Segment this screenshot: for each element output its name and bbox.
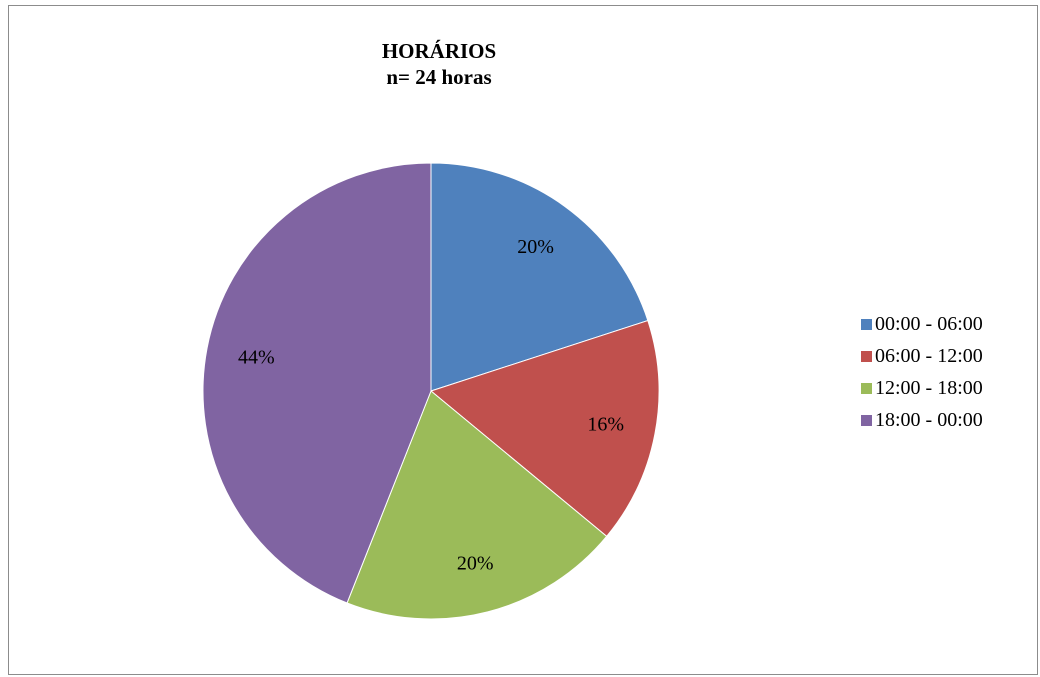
chart-title: HORÁRIOS bbox=[381, 39, 497, 63]
legend-label-3: 18:00 - 00:00 bbox=[875, 408, 983, 431]
legend-item-2: 12:00 - 18:00 bbox=[861, 377, 983, 399]
legend-item-0: 00:00 - 06:00 bbox=[861, 313, 983, 335]
legend-item-1: 06:00 - 12:00 bbox=[861, 345, 983, 367]
pie-slice-2 bbox=[346, 390, 608, 620]
legend-swatch-0 bbox=[861, 318, 872, 330]
legend-swatch-1 bbox=[861, 350, 872, 362]
pie-chart: 20% 16% 20% 44% bbox=[202, 162, 660, 620]
slice-label-1: 16% bbox=[587, 413, 624, 435]
pie-slice-3 bbox=[202, 162, 432, 604]
legend-item-3: 18:00 - 00:00 bbox=[861, 409, 983, 431]
chart-frame: HORÁRIOS n= 24 horas 20% 16% 20% 44% 00:00 … bbox=[8, 5, 1038, 675]
legend-label-2: 12:00 - 18:00 bbox=[875, 376, 983, 399]
slice-label-0: 20% bbox=[517, 236, 554, 258]
legend-label-0: 00:00 - 06:00 bbox=[875, 312, 983, 335]
legend: 00:00 - 06:00 06:00 - 12:00 12:00 - 18:0… bbox=[861, 313, 983, 441]
chart-subtitle: n= 24 horas bbox=[386, 65, 492, 89]
pie-slice-1 bbox=[429, 319, 660, 538]
chart-title-block: HORÁRIOS n= 24 horas bbox=[9, 38, 869, 90]
legend-label-1: 06:00 - 12:00 bbox=[875, 344, 983, 367]
pie-slice-0 bbox=[430, 162, 649, 392]
legend-swatch-3 bbox=[861, 414, 872, 426]
slice-label-3: 44% bbox=[238, 347, 275, 369]
slice-label-2: 20% bbox=[457, 552, 494, 574]
legend-swatch-2 bbox=[861, 382, 872, 394]
